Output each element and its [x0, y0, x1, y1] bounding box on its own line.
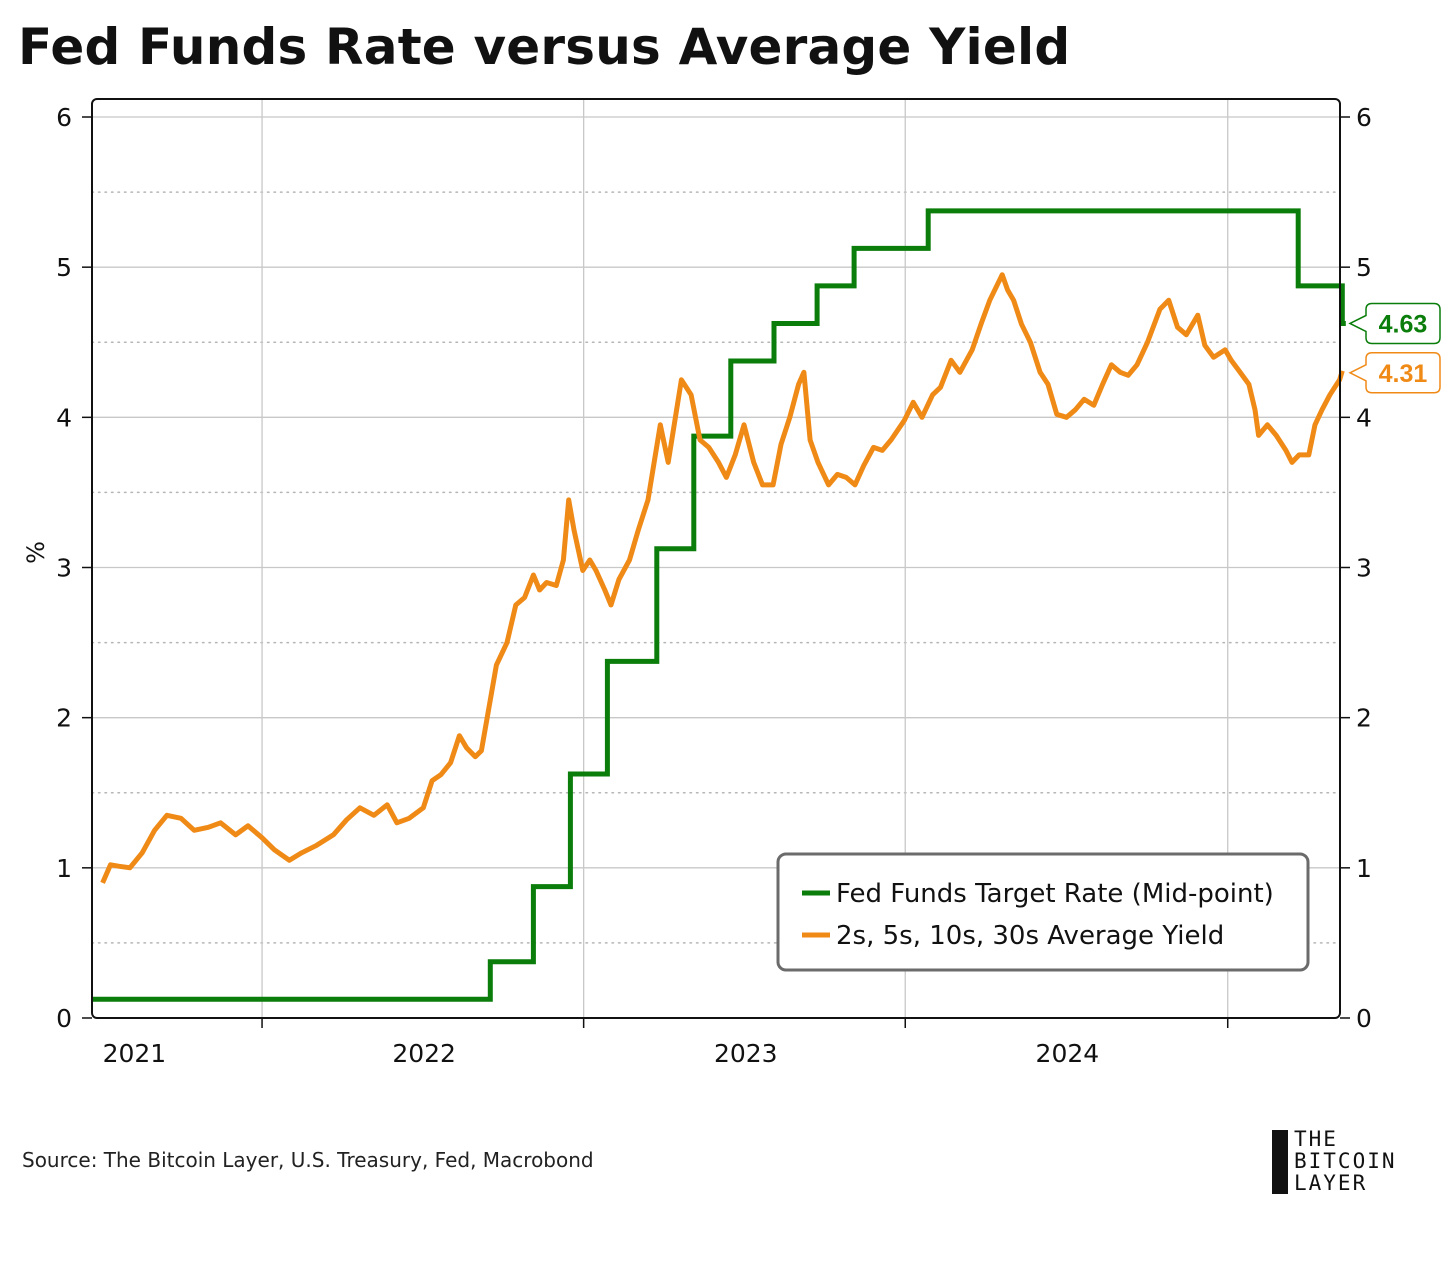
- y-tick-label-left: 1: [56, 854, 72, 883]
- logo-line-2: BITCOIN: [1294, 1149, 1397, 1173]
- yield-last-value: 4.31: [1379, 360, 1428, 388]
- chart-title: Fed Funds Rate versus Average Yield: [18, 18, 1071, 76]
- logo-line-1: THE: [1294, 1127, 1338, 1151]
- yield-last-value-callout: [1348, 352, 1441, 394]
- y-tick-label-right: 1: [1356, 854, 1372, 883]
- y-tick-label-left: 0: [56, 1004, 72, 1033]
- x-tick-label: 2021: [103, 1039, 167, 1068]
- y-tick-label-right: 4: [1356, 403, 1372, 432]
- x-tick-label: 2022: [392, 1039, 456, 1068]
- legend-label-fed: Fed Funds Target Rate (Mid-point): [836, 879, 1274, 909]
- plot-frame: [91, 98, 1341, 1019]
- y-tick-label-left: 6: [56, 103, 72, 132]
- y-tick-label-left: 5: [56, 253, 72, 282]
- logo-bar-icon: [1272, 1130, 1288, 1194]
- y-tick-label-right: 2: [1356, 704, 1372, 733]
- source-note: Source: The Bitcoin Layer, U.S. Treasury…: [22, 1148, 594, 1172]
- legend: Fed Funds Target Rate (Mid-point) 2s, 5s,…: [776, 852, 1310, 972]
- brand-logo: THE BITCOIN LAYER: [1272, 1127, 1442, 1196]
- y-tick-label-right: 3: [1356, 554, 1372, 583]
- x-tick-label: 2024: [1036, 1039, 1100, 1068]
- legend-label-yield: 2s, 5s, 10s, 30s Average Yield: [836, 921, 1224, 951]
- y-tick-label-right: 6: [1356, 103, 1372, 132]
- fed-last-value: 4.63: [1379, 310, 1428, 338]
- legend-box: [776, 852, 1310, 972]
- y-axis-title: %: [22, 541, 50, 564]
- x-tick-label: 2023: [714, 1039, 778, 1068]
- average-yield-line: [100, 272, 1345, 884]
- logo-line-3: LAYER: [1294, 1171, 1368, 1195]
- minor-gridlines: [91, 191, 1341, 944]
- y-tick-label-left: 3: [56, 554, 72, 583]
- series-layer: [92, 208, 1346, 1002]
- axes: 0 0 1 1 2 2 3 3 4 4 5 5 6 6% 2021 2022 2023 2024: [22, 103, 1372, 1068]
- y-tick-label-right: 0: [1356, 1004, 1372, 1033]
- fed-funds-line: [92, 208, 1346, 1002]
- y-tick-label-left: 2: [56, 704, 72, 733]
- y-tick-label-right: 5: [1356, 253, 1372, 282]
- fed-last-value-callout: [1348, 302, 1441, 345]
- y-tick-label-left: 4: [56, 403, 72, 432]
- end-value-labels: 4.63 4.31: [1348, 302, 1441, 394]
